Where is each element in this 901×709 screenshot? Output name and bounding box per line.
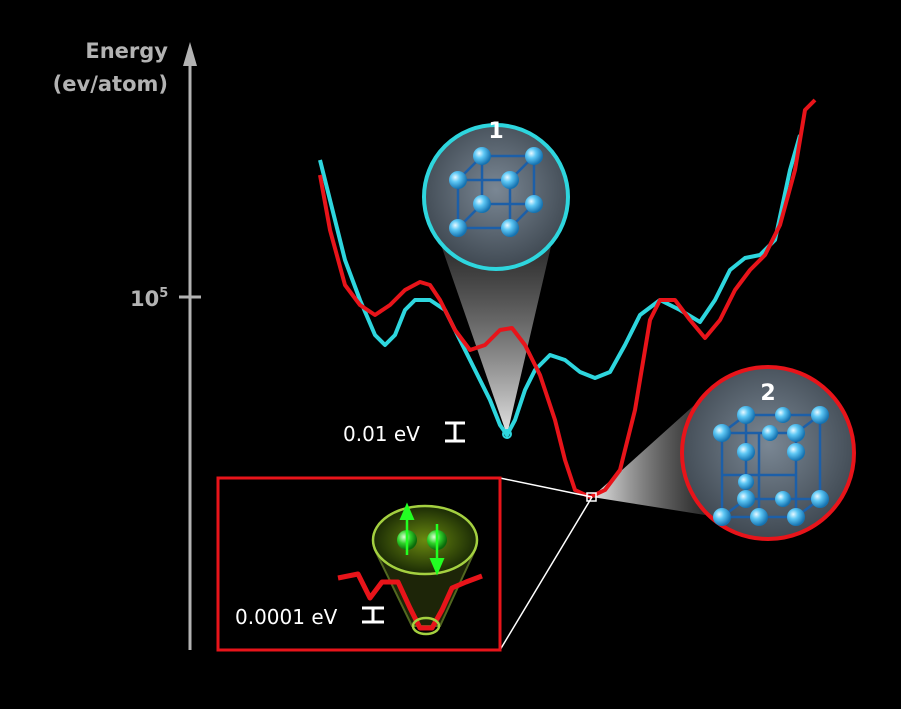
structure-2: 2	[680, 365, 856, 541]
shape	[738, 474, 754, 490]
shape	[737, 443, 755, 461]
structure-1: 1	[422, 119, 570, 271]
shape	[762, 425, 778, 441]
shape	[721, 414, 821, 518]
inset: 0.0001 eV	[216, 476, 502, 652]
shape	[473, 147, 491, 165]
axis-arrow	[183, 42, 197, 66]
gap-bar	[445, 421, 465, 443]
zoom-cone	[440, 242, 552, 435]
zoom-line	[499, 477, 593, 498]
shape	[525, 147, 543, 165]
shape	[501, 219, 519, 237]
gap-label: 0.0001 eV	[235, 605, 338, 629]
shape	[713, 406, 829, 526]
shape	[501, 171, 519, 189]
shape	[787, 424, 805, 442]
zoom-line	[499, 496, 593, 651]
minimum-marker	[502, 429, 512, 439]
tick-base: 10	[130, 287, 159, 311]
shape	[787, 443, 805, 461]
shape	[787, 508, 805, 526]
zoom-cone	[592, 400, 705, 515]
shape	[775, 407, 791, 423]
minimum-marker	[586, 492, 597, 502]
shape	[337, 571, 483, 631]
shape	[422, 123, 570, 271]
tick-exponent: 5	[159, 286, 168, 301]
shape	[811, 406, 829, 424]
shape	[525, 195, 543, 213]
structure-label: 1	[488, 119, 503, 144]
axis-label: (ev/atom)	[53, 72, 168, 96]
cyan-curve	[318, 134, 802, 437]
shape	[750, 508, 768, 526]
shape	[737, 406, 755, 424]
shape	[713, 424, 731, 442]
shape	[449, 219, 467, 237]
tick-label: 105	[130, 286, 168, 311]
shape	[456, 154, 536, 230]
red-curve	[318, 98, 817, 499]
shape	[449, 171, 467, 189]
shape	[775, 491, 791, 507]
shape	[713, 508, 731, 526]
gap-label: 0.01 eV	[343, 422, 420, 446]
shape	[480, 154, 536, 206]
shape	[737, 490, 755, 508]
structure-label: 2	[760, 381, 775, 406]
shape	[680, 365, 856, 541]
shape	[811, 490, 829, 508]
shape	[362, 606, 384, 624]
shape	[449, 147, 543, 237]
shape	[457, 155, 535, 229]
axis-label: Energy	[85, 39, 168, 63]
shape	[371, 504, 479, 576]
shape	[473, 195, 491, 213]
shape	[411, 616, 441, 636]
